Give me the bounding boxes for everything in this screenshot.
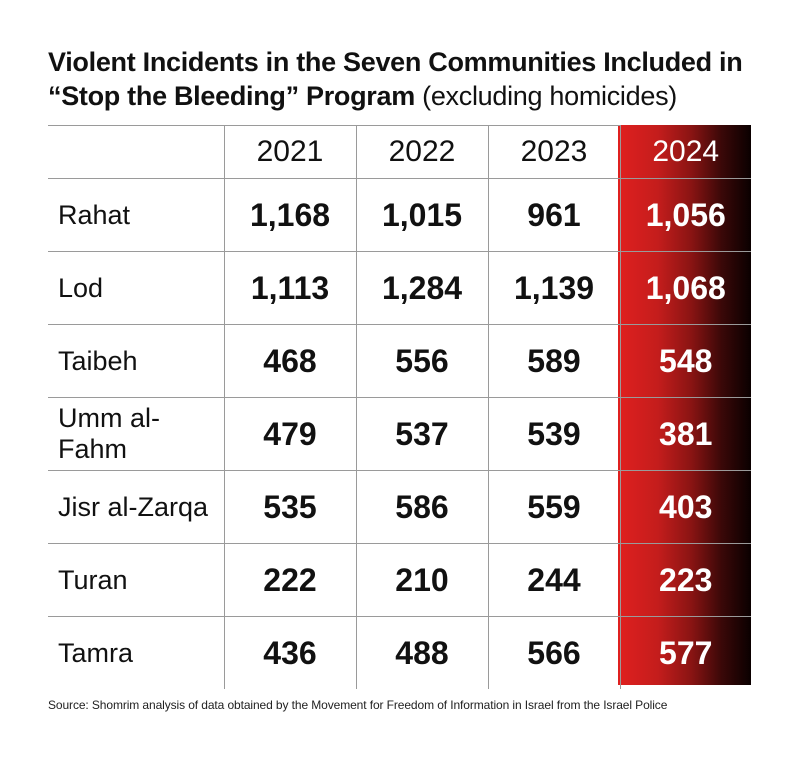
- header-corner-cell: [48, 125, 225, 179]
- data-cell: 244: [488, 543, 621, 617]
- table-row: Lod 1,113 1,284 1,139 1,068: [48, 251, 751, 325]
- data-cell: 586: [356, 470, 489, 544]
- table-row: Turan 222 210 244 223: [48, 543, 751, 617]
- data-cell: 535: [224, 470, 357, 544]
- header-row: 2021 2022 2023 2024: [48, 125, 751, 179]
- data-cell: 468: [224, 324, 357, 398]
- data-cell: 479: [224, 397, 357, 471]
- row-label: Rahat: [48, 178, 225, 252]
- data-cell: 403: [620, 470, 751, 544]
- data-cell: 488: [356, 616, 489, 689]
- data-table: 2021 2022 2023 2024 Rahat 1,168 1,015 961 1,…: [48, 125, 751, 689]
- data-table-container: 2021 2022 2023 2024 Rahat 1,168 1,015 961 1,…: [48, 125, 751, 689]
- data-cell: 548: [620, 324, 751, 398]
- column-header: 2023: [488, 125, 621, 179]
- chart-title: Violent Incidents in the Seven Communiti…: [48, 45, 768, 113]
- data-cell: 1,113: [224, 251, 357, 325]
- table-row: Rahat 1,168 1,015 961 1,056: [48, 178, 751, 252]
- data-cell: 537: [356, 397, 489, 471]
- data-cell: 577: [659, 634, 713, 671]
- table-row: Jisr al-Zarqa 535 586 559 403: [48, 470, 751, 544]
- data-cell: 1,068: [620, 251, 751, 325]
- data-cell: 539: [488, 397, 621, 471]
- table-row: Umm al-Fahm 479 537 539 381: [48, 397, 751, 471]
- data-cell: 559: [488, 470, 621, 544]
- table-row: Taibeh 468 556 589 548: [48, 324, 751, 398]
- chart-title-suffix: (excluding homicides): [422, 81, 677, 111]
- source-note: Source: Shomrim analysis of data obtaine…: [48, 698, 668, 712]
- data-cell: 381: [620, 397, 751, 471]
- data-cell: 961: [488, 178, 621, 252]
- row-label: Jisr al-Zarqa: [48, 470, 225, 544]
- data-cell: 589: [488, 324, 621, 398]
- data-cell: 556: [356, 324, 489, 398]
- data-cell: 1,056: [620, 178, 751, 252]
- column-header: 2024: [620, 125, 751, 179]
- data-cell: 210: [356, 543, 489, 617]
- row-label: Lod: [48, 251, 225, 325]
- data-cell: 1,284: [356, 251, 489, 325]
- data-cell: 436: [224, 616, 357, 689]
- column-header: 2022: [356, 125, 489, 179]
- column-header: 2021: [224, 125, 357, 179]
- chart-title-main: Violent Incidents in the Seven Communiti…: [48, 47, 743, 111]
- row-label: Tamra: [48, 616, 225, 689]
- table-row: Tamra 436 488 566 577: [48, 616, 751, 689]
- data-cell: 1,168: [224, 178, 357, 252]
- data-cell: 1,139: [488, 251, 621, 325]
- data-cell: 223: [620, 543, 751, 617]
- row-label: Taibeh: [48, 324, 225, 398]
- data-cell: 1,015: [356, 178, 489, 252]
- data-cell: 566: [488, 616, 621, 689]
- row-label: Turan: [48, 543, 225, 617]
- row-label: Umm al-Fahm: [48, 397, 225, 471]
- data-cell: 222: [224, 543, 357, 617]
